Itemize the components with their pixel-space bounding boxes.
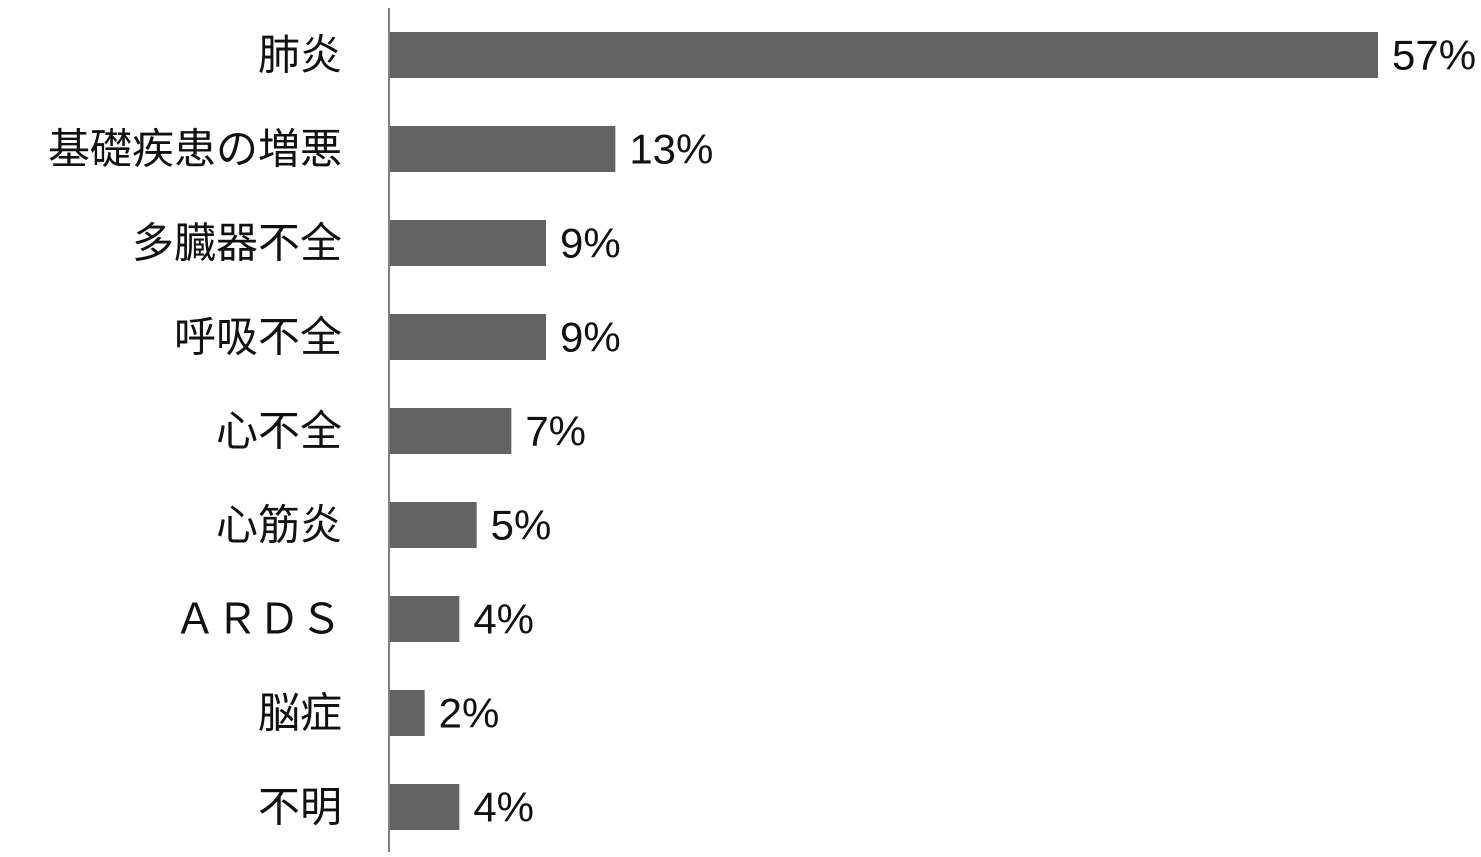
value-labels: 57%13%9%9%7%5%4%2%4% xyxy=(439,32,1476,831)
category-label: 呼吸不全 xyxy=(174,313,342,362)
bar xyxy=(390,690,425,736)
bar xyxy=(390,126,616,172)
bar xyxy=(390,314,546,360)
category-label: 肺炎 xyxy=(258,31,342,80)
bar xyxy=(390,784,460,830)
category-label: ＡＲＤＳ xyxy=(174,595,342,644)
category-label: 脳症 xyxy=(258,689,342,738)
category-label: 不明 xyxy=(258,783,342,832)
value-label: 13% xyxy=(629,126,713,173)
value-label: 9% xyxy=(560,220,621,267)
bars xyxy=(390,32,1378,830)
bar xyxy=(390,502,477,548)
bar xyxy=(390,596,460,642)
value-label: 2% xyxy=(439,690,500,737)
category-label: 多臓器不全 xyxy=(132,219,342,268)
bar xyxy=(390,220,546,266)
value-label: 5% xyxy=(491,502,552,549)
value-label: 4% xyxy=(473,596,534,643)
category-label: 心不全 xyxy=(216,407,342,456)
category-label: 基礎疾患の増悪 xyxy=(48,125,342,174)
value-label: 57% xyxy=(1392,32,1476,79)
value-label: 7% xyxy=(525,408,586,455)
bar xyxy=(390,32,1378,78)
value-label: 4% xyxy=(473,784,534,831)
category-label: 心筋炎 xyxy=(216,501,342,550)
bar xyxy=(390,408,512,454)
value-label: 9% xyxy=(560,314,621,361)
